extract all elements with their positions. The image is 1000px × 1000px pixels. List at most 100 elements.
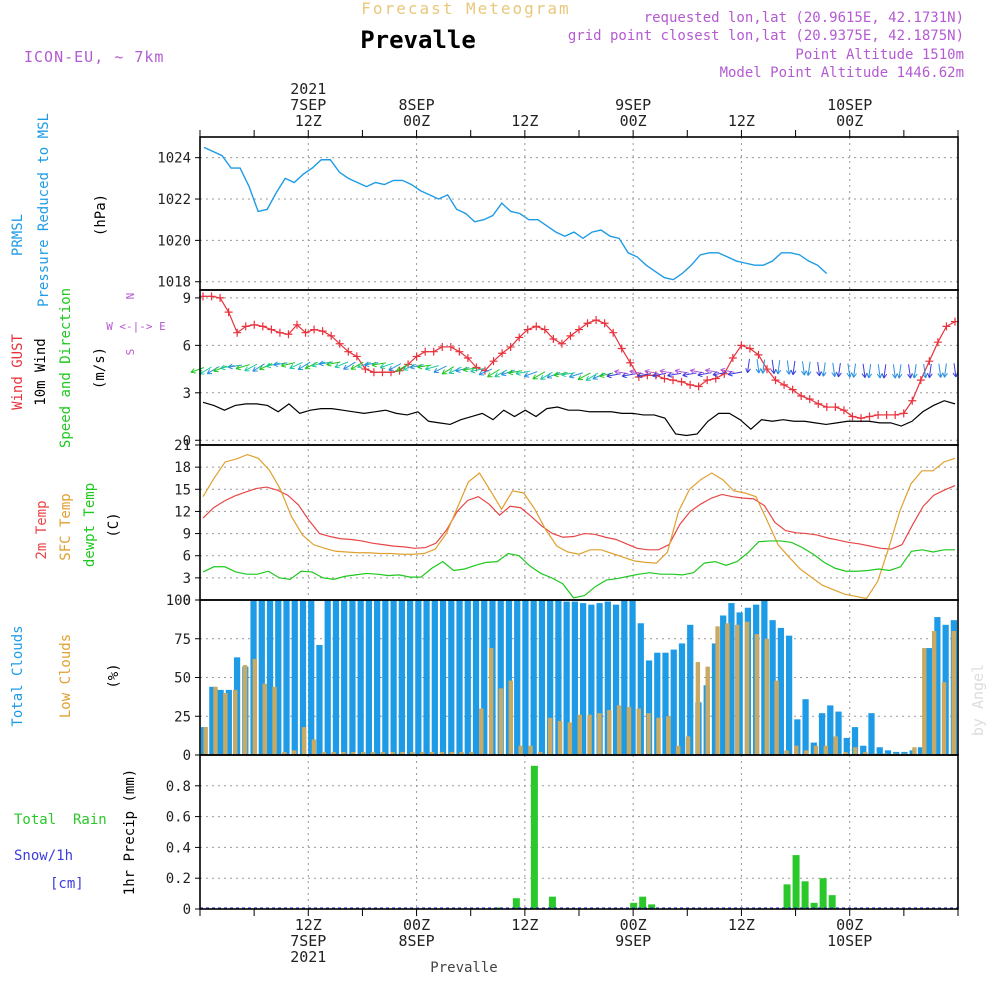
wind-gust-marker [438,342,447,351]
wind-gust-marker [378,368,387,377]
total-cloud-bar [431,600,438,755]
low-cloud-bar [626,706,632,755]
total-cloud-bar [843,737,850,755]
wind-direction-arrow [911,364,918,379]
top-time-label: 12Z [511,112,538,130]
total-cloud-bar [917,747,925,755]
wind-gust-marker [489,357,498,366]
pressure-reduced-label: Pressure Reduced to MSL [36,113,52,307]
low-cloud-bar [794,745,799,755]
rain-bar [512,898,520,909]
wind-gust-marker [694,382,703,391]
wind-gust-marker [899,409,908,418]
wind-gust-marker [318,327,327,336]
wind-gust-marker [463,354,472,363]
total-cloud-bar [538,600,546,755]
wind-direction-arrow [861,363,868,379]
total-cloud-bar [365,600,373,755]
snow-label: Snow/1h [14,848,73,864]
wind-direction-arrow [289,361,303,370]
top-time-label: 00Z [620,112,647,130]
wind-direction-arrow [546,371,561,379]
low-cloud-bar [803,750,809,755]
wind-gust-marker [942,322,951,331]
low-cloud-bar [735,624,740,755]
total-cloud-bar [275,600,282,755]
wind-gust-marker [258,322,267,331]
total-cloud-bar [612,604,620,755]
bottom-time-label: 00Z [403,916,430,934]
wind-direction-arrow [441,366,455,375]
total-cloud-bar [456,600,463,755]
bottom-time-label: 8SEP [399,932,435,950]
top-time-label: 7SEP [290,96,326,114]
low-cloud-bar [813,745,819,755]
wind-gust-marker [600,319,609,328]
compass-s: S [124,349,137,356]
wind-direction-arrow [553,371,568,378]
wind-gust-marker [575,325,583,334]
wind-direction-arrow [785,360,792,375]
low-cloud-bar [488,648,494,755]
wind-direction-arrow [667,372,682,378]
wind-direction-arrow [907,364,913,379]
footer-station: Prevalle [430,960,497,976]
wind-direction-arrow [334,361,349,369]
total-cloud-bar [654,652,661,755]
wind-gust-marker [874,410,883,419]
wind-gust-marker [916,376,925,385]
wind-gust-marker [822,403,831,412]
total-cloud-bar [258,600,265,755]
c-unit: (C) [106,512,122,537]
wind-gust-marker [677,377,686,386]
low-cloud-bar [292,750,297,755]
temp-y-tick-label: 21 [174,438,191,454]
wind-gust-marker [797,391,806,400]
wind-direction-arrow [770,359,777,375]
wind-direction-arrow [682,371,697,378]
total-cloud-bar [678,643,686,755]
total-cloud-bar [802,699,809,755]
wind-gust-marker [609,328,618,337]
wind-gust-marker [241,322,250,331]
bottom-time-label: 2021 [290,948,326,966]
wind-direction-arrow [697,371,712,378]
wind-gust-marker [369,368,378,377]
wind-direction-arrow [364,361,379,368]
cloud-y-tick-label: 0 [183,748,191,764]
cloud-y-tick-label: 75 [174,632,191,648]
total-cloud-bar [464,600,471,755]
wind-gust-marker [310,325,319,334]
top-time-label: 8SEP [399,96,435,114]
wind-gust-marker [626,358,635,367]
low-cloud-bar [223,693,228,755]
total-cloud-bar [217,689,224,755]
wind-gust-marker [737,341,746,350]
total-cloud-bar [291,600,298,755]
total-cloud-bar [382,600,389,755]
top-time-label: 9SEP [615,96,651,114]
low-cloud-bar [941,682,947,755]
total-cloud-bar [555,600,562,755]
wind-direction-arrow [621,372,636,379]
wind-gust-marker [446,342,455,351]
wind-direction-arrow [846,363,853,378]
wind-gust-marker [771,376,780,385]
low-cloud-bar [410,751,415,755]
wind-gust-marker [703,376,712,385]
wind-direction-arrow [379,362,394,369]
low-cloud-bar [685,736,691,755]
total-cloud-bar [398,600,405,755]
low-cloud-bar [341,751,346,755]
wind-direction-arrow [614,369,629,375]
wind10m-label: 10m Wind [33,338,49,405]
wind-gust-marker [865,412,874,421]
wind-gust-label: Wind GUST [10,334,26,410]
low-cloud-bar [498,688,504,755]
cloud-panel-labels: Total Clouds Low Clouds (%) [10,625,122,726]
total-cloud-bar [720,615,727,755]
wind-gust-line [203,295,956,419]
total-cloud-bar [448,600,455,755]
total-cloud-bar [860,745,867,755]
